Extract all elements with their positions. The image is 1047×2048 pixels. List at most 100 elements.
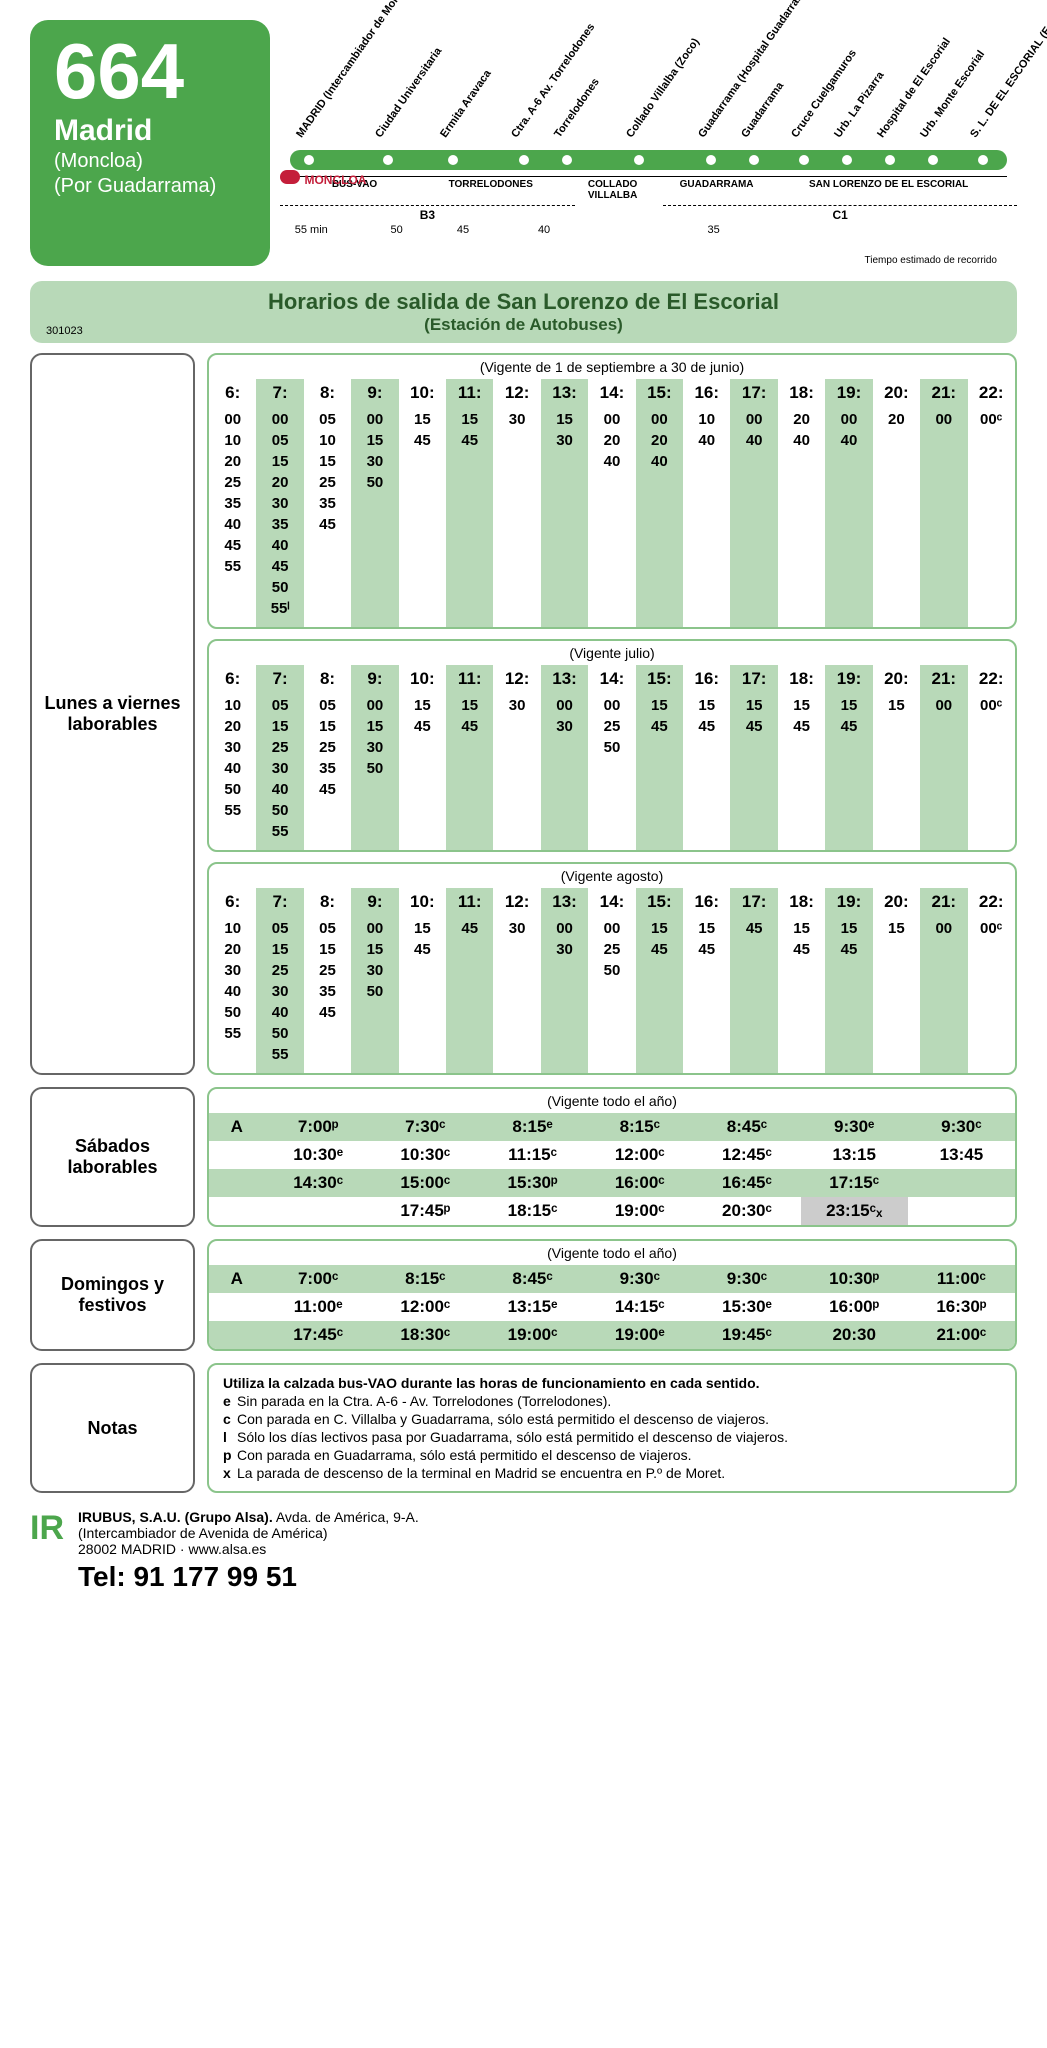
timetable-hour: 22: bbox=[968, 383, 1015, 409]
timetable-minute: 15 bbox=[446, 409, 493, 430]
footer-addr1: Avda. de América, 9-A. bbox=[273, 1509, 419, 1525]
timetable-minute: 15 bbox=[304, 451, 351, 472]
weekend-row: 14:30ᶜ15:00ᶜ15:30ᵖ16:00ᶜ16:45ᶜ17:15ᶜ bbox=[209, 1169, 1015, 1197]
note-key: p bbox=[223, 1447, 237, 1463]
timetable-column: 21:00 bbox=[920, 379, 967, 627]
timetable-hour: 12: bbox=[493, 383, 540, 409]
note-key: e bbox=[223, 1393, 237, 1409]
timetable-hour: 17: bbox=[730, 669, 777, 695]
timetable-minute: 15 bbox=[683, 695, 730, 716]
weekend-cell bbox=[209, 1293, 265, 1321]
timetable-column: 8:0515253545 bbox=[304, 888, 351, 1073]
timetable-column: 11:45 bbox=[446, 888, 493, 1073]
timetable-minute: 05 bbox=[304, 409, 351, 430]
weekend-cell: 12:45ᶜ bbox=[693, 1141, 800, 1169]
ir-logo: IR bbox=[30, 1509, 64, 1548]
weekend-cell bbox=[209, 1321, 265, 1349]
timetable-minute: 50 bbox=[209, 779, 256, 800]
timetable-minute: 00ᶜ bbox=[968, 695, 1015, 716]
timetable-minute: 15 bbox=[351, 430, 398, 451]
timetable-minute: 45 bbox=[256, 556, 303, 577]
weekend-cell: 19:45ᶜ bbox=[693, 1321, 800, 1349]
timetable-hour: 6: bbox=[209, 892, 256, 918]
notes-section: Notas Utiliza la calzada bus-VAO durante… bbox=[30, 1363, 1017, 1493]
sunday-label: Domingos y festivos bbox=[30, 1239, 195, 1351]
timetable-minute: 55 bbox=[209, 1023, 256, 1044]
timetable-column: 12:30 bbox=[493, 379, 540, 627]
timetable-minute: 50 bbox=[351, 981, 398, 1002]
timetable-column: 8:051015253545 bbox=[304, 379, 351, 627]
timetable-hour: 20: bbox=[873, 669, 920, 695]
stop-label: Hospital de El Escorial bbox=[875, 36, 953, 140]
timetable-minute: 15 bbox=[304, 716, 351, 737]
timetable-minute: 40 bbox=[636, 451, 683, 472]
stop-dot bbox=[799, 155, 809, 165]
region-label: TORRELODONES bbox=[419, 176, 562, 201]
stop-label: Ermita Aravaca bbox=[438, 68, 494, 140]
route-sub2: (Por Guadarrama) bbox=[54, 175, 246, 198]
stop-label: S. L. DE EL ESCORIAL (Estación de Autobu… bbox=[968, 0, 1047, 140]
timetable-minute: 15 bbox=[351, 716, 398, 737]
footer-addr2: (Intercambiador de Avenida de América) bbox=[78, 1525, 419, 1541]
timetable-hour: 15: bbox=[636, 892, 683, 918]
timetable-column: 9:00153050 bbox=[351, 665, 398, 850]
stop-dot bbox=[928, 155, 938, 165]
weekend-cell: 8:15ᵉ bbox=[479, 1113, 586, 1141]
timetable-column: 19:1545 bbox=[825, 888, 872, 1073]
timetable-hour: 14: bbox=[588, 383, 635, 409]
timetable-minute: 15 bbox=[399, 918, 446, 939]
region-label: COLLADO VILLALBA bbox=[562, 176, 662, 201]
weekend-cell: 11:00ᵉ bbox=[265, 1293, 372, 1321]
stop-dot bbox=[562, 155, 572, 165]
timetable-minute: 45 bbox=[399, 939, 446, 960]
timetable-minute: 35 bbox=[304, 493, 351, 514]
weekend-row: 10:30ᵉ10:30ᶜ11:15ᶜ12:00ᶜ12:45ᶜ13:1513:45 bbox=[209, 1141, 1015, 1169]
timetable-minute: 25 bbox=[304, 960, 351, 981]
timetable-minute: 00 bbox=[351, 695, 398, 716]
weekend-cell: 20:30ᶜ bbox=[693, 1197, 800, 1225]
notes-bold: Utiliza la calzada bus-VAO durante las h… bbox=[223, 1375, 1001, 1391]
metro-icon bbox=[280, 170, 300, 184]
weekend-cell: 16:45ᶜ bbox=[693, 1169, 800, 1197]
timetable-minute: 00 bbox=[351, 918, 398, 939]
route-badge: 664 Madrid (Moncloa) (Por Guadarrama) bbox=[30, 20, 270, 266]
timetable-minute: 40 bbox=[683, 430, 730, 451]
timetable-hour: 6: bbox=[209, 669, 256, 695]
region-label: SAN LORENZO DE EL ESCORIAL bbox=[770, 176, 1007, 201]
footer-company: IRUBUS, S.A.U. (Grupo Alsa). bbox=[78, 1509, 273, 1525]
note-line: xLa parada de descenso de la terminal en… bbox=[223, 1465, 1001, 1481]
timetable-hour: 8: bbox=[304, 669, 351, 695]
timetable-minute: 00 bbox=[256, 409, 303, 430]
timetable-minute: 15 bbox=[778, 918, 825, 939]
timetable-hour: 22: bbox=[968, 892, 1015, 918]
timetable-column: 10:1545 bbox=[399, 888, 446, 1073]
timetable-minute: 50 bbox=[209, 1002, 256, 1023]
region-label: GUADARRAMA bbox=[663, 176, 771, 201]
timetable-minute: 40 bbox=[256, 1002, 303, 1023]
notes-label: Notas bbox=[30, 1363, 195, 1493]
timetable-minute: 30 bbox=[351, 451, 398, 472]
timetable-column: 10:1545 bbox=[399, 665, 446, 850]
timetable-minute: 30 bbox=[541, 939, 588, 960]
timetable-hour: 22: bbox=[968, 669, 1015, 695]
timetable-minute: 00 bbox=[920, 695, 967, 716]
timetable-column: 11:1545 bbox=[446, 665, 493, 850]
timetable-column: 20:20 bbox=[873, 379, 920, 627]
route-sub1: (Moncloa) bbox=[54, 150, 246, 173]
timetable-minute: 00 bbox=[636, 409, 683, 430]
timetable-hour: 6: bbox=[209, 383, 256, 409]
weekend-cell: 17:45ᵖ bbox=[372, 1197, 479, 1225]
weekend-row: A7:00ᶜ8:15ᶜ8:45ᶜ9:30ᶜ9:30ᶜ10:30ᵖ11:00ᶜ bbox=[209, 1265, 1015, 1293]
weekend-cell: 19:00ᶜ bbox=[479, 1321, 586, 1349]
timetable-column: 10:1545 bbox=[399, 379, 446, 627]
timetable-minute: 40 bbox=[256, 779, 303, 800]
weekend-cell: 9:30ᵉ bbox=[801, 1113, 908, 1141]
timetable-grid: 6:1020304050557:051525304050558:05152535… bbox=[209, 888, 1015, 1073]
timetable-minute: 30 bbox=[351, 960, 398, 981]
timetable-minute: 05 bbox=[256, 430, 303, 451]
weekday-content: (Vigente de 1 de septiembre a 30 de juni… bbox=[207, 353, 1017, 1075]
timetable-column: 14:002550 bbox=[588, 888, 635, 1073]
time-mark: 35 bbox=[707, 224, 719, 236]
timetable-minute: 45 bbox=[304, 779, 351, 800]
timetable-hour: 10: bbox=[399, 669, 446, 695]
